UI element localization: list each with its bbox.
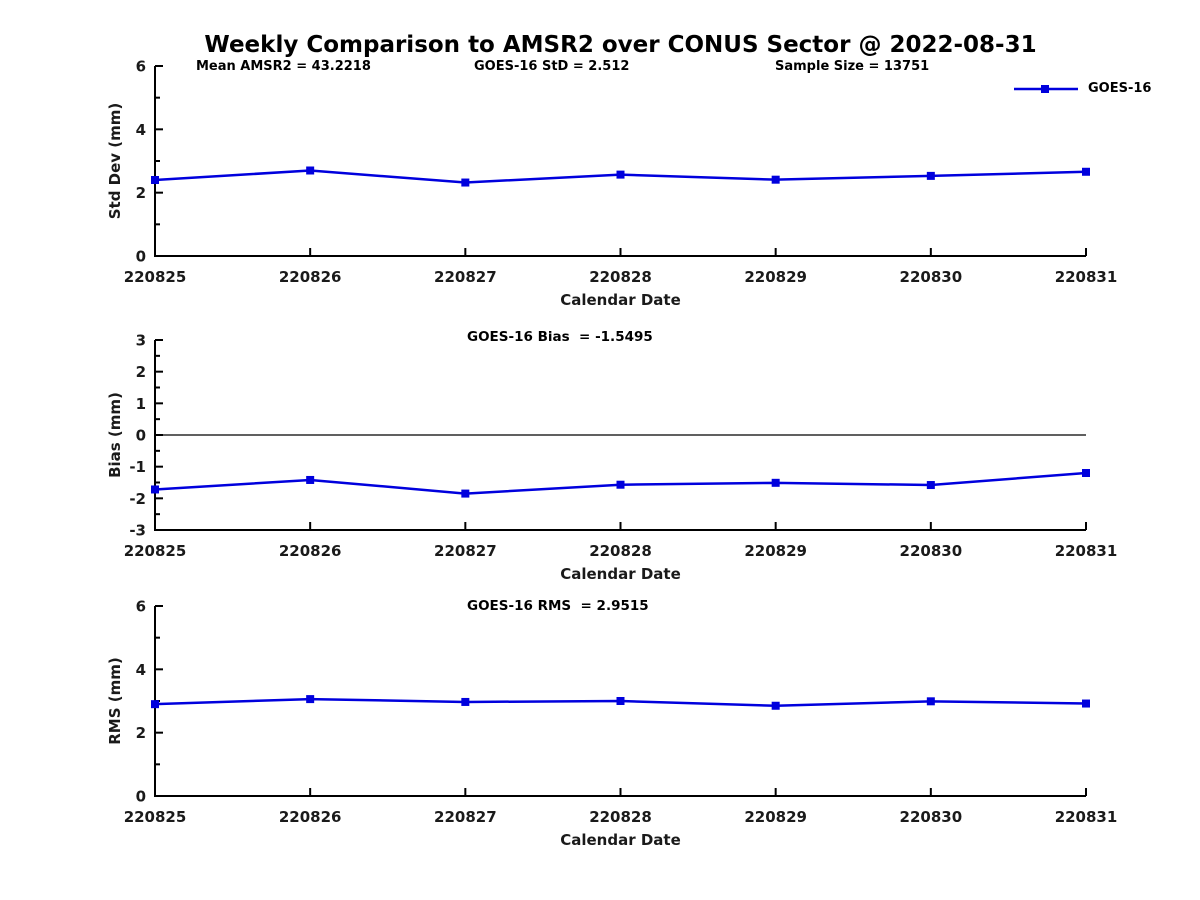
x-tick-label: 220830 [900,808,963,826]
data-point-marker [151,700,159,709]
y-tick-label: 6 [136,598,146,616]
x-tick-label: 220826 [279,542,342,560]
y-tick-label: 2 [136,363,146,381]
data-point-marker [616,480,625,489]
x-tick-label: 220829 [744,808,807,826]
data-point-marker [771,175,780,184]
x-tick-label: 220831 [1055,268,1118,286]
y-tick-label: -2 [129,490,146,508]
subplot-rms: 0 2 4 6 220825 220826 220827 220828 220829 220830… [124,598,1118,827]
y-tick-label: 2 [136,724,146,742]
y-tick-label: -3 [129,522,146,540]
data-point-marker [1082,699,1090,708]
data-point-marker [306,166,315,175]
ylabel-bias: Bias (mm) [106,392,124,478]
stat-sample-size: Sample Size = 13751 [775,59,930,74]
y-tick-label: 2 [136,184,146,202]
legend-line-icon [1014,84,1078,93]
chart-title: Weekly Comparison to AMSR2 over CONUS Se… [204,32,1037,58]
x-tick-label: 220827 [434,808,497,826]
y-tick-label: 4 [136,121,146,139]
data-point-marker [1082,469,1090,477]
y-tick-label: -1 [129,458,146,476]
y-tick-label: 4 [136,661,146,679]
y-tick-label: 0 [136,788,146,806]
xlabel-std-dev: Calendar Date [560,291,681,309]
data-point-marker [1082,167,1090,176]
subplot-std-dev: 0 2 4 6 220825 220826 220827 220828 220829 220830… [124,58,1118,287]
data-point-marker [926,697,935,706]
legend-label: GOES-16 [1088,81,1152,96]
x-tick-label: 220825 [124,542,187,560]
data-point-marker [461,178,470,187]
stat-goes16-std: GOES-16 StD = 2.512 [474,59,630,74]
xlabel-rms: Calendar Date [560,831,681,849]
data-point-marker [616,697,625,705]
x-tick-label: 220829 [744,542,807,560]
data-point-marker [616,170,625,179]
ylabel-rms: RMS (mm) [106,657,124,745]
data-point-marker [461,489,470,498]
x-tick-label: 220825 [124,268,187,286]
stat-mean-amsr2: Mean AMSR2 = 43.2218 [196,59,371,74]
x-tick-label: 220830 [900,268,963,286]
y-tick-label: 3 [136,332,146,350]
data-point-marker [926,481,935,490]
x-tick-label: 220825 [124,808,187,826]
legend-marker [1041,84,1049,93]
annotation-bias: GOES-16 Bias = -1.5495 [467,329,653,345]
x-tick-label: 220826 [279,808,342,826]
y-tick-label: 0 [136,248,146,266]
x-tick-label: 220828 [589,542,652,560]
xlabel-bias: Calendar Date [560,565,681,583]
legend: GOES-16 [1014,81,1151,96]
x-tick-label: 220826 [279,268,342,286]
y-tick-label: 0 [136,427,146,445]
y-tick-label: 1 [136,395,146,413]
data-point-marker [306,475,315,484]
ylabel-std-dev: Std Dev (mm) [106,102,124,220]
x-tick-label: 220827 [434,268,497,286]
x-tick-label: 220829 [744,268,807,286]
y-tick-label: 6 [136,58,146,76]
x-tick-label: 220831 [1055,808,1118,826]
subplot-bias: -3 -2 -1 0 1 2 3 220825 220826 220827 220828 220829… [124,332,1118,561]
data-point-marker [771,701,780,710]
data-point-marker [926,171,935,180]
data-point-marker [151,176,159,184]
data-point-marker [461,697,470,706]
x-tick-label: 220828 [589,808,652,826]
data-point-marker [151,485,159,494]
x-tick-label: 220827 [434,542,497,560]
annotation-rms: GOES-16 RMS = 2.9515 [467,598,649,614]
x-tick-label: 220828 [589,268,652,286]
data-point-marker [306,695,315,704]
data-point-marker [771,478,780,487]
x-tick-label: 220831 [1055,542,1118,560]
x-tick-label: 220830 [900,542,963,560]
